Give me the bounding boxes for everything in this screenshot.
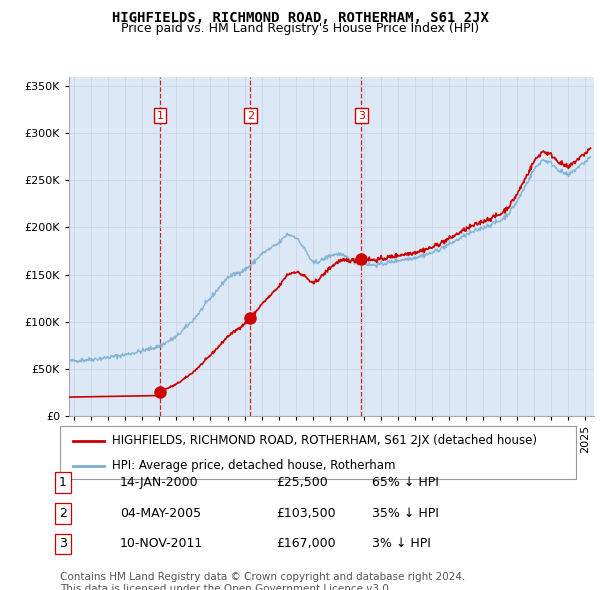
Text: 04-MAY-2005: 04-MAY-2005 [120,507,201,520]
Text: 3% ↓ HPI: 3% ↓ HPI [372,537,431,550]
Text: 14-JAN-2000: 14-JAN-2000 [120,476,199,489]
Text: Contains HM Land Registry data © Crown copyright and database right 2024.
This d: Contains HM Land Registry data © Crown c… [60,572,466,590]
Text: HIGHFIELDS, RICHMOND ROAD, ROTHERHAM, S61 2JX: HIGHFIELDS, RICHMOND ROAD, ROTHERHAM, S6… [112,11,488,25]
Text: £103,500: £103,500 [276,507,335,520]
Text: 1: 1 [59,476,67,489]
Text: 3: 3 [59,537,67,550]
Text: 65% ↓ HPI: 65% ↓ HPI [372,476,439,489]
Text: £25,500: £25,500 [276,476,328,489]
Text: 35% ↓ HPI: 35% ↓ HPI [372,507,439,520]
Text: 2: 2 [247,111,254,121]
Text: HIGHFIELDS, RICHMOND ROAD, ROTHERHAM, S61 2JX (detached house): HIGHFIELDS, RICHMOND ROAD, ROTHERHAM, S6… [112,434,536,447]
Text: 1: 1 [157,111,164,121]
Text: 3: 3 [358,111,365,121]
Text: Price paid vs. HM Land Registry's House Price Index (HPI): Price paid vs. HM Land Registry's House … [121,22,479,35]
Text: £167,000: £167,000 [276,537,335,550]
Text: 2: 2 [59,507,67,520]
Text: HPI: Average price, detached house, Rotherham: HPI: Average price, detached house, Roth… [112,459,395,473]
Text: 10-NOV-2011: 10-NOV-2011 [120,537,203,550]
